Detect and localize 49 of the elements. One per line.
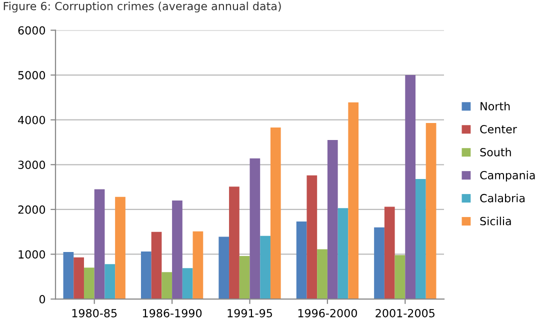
- y-tick-label: 0: [39, 295, 46, 304]
- bar: [374, 227, 384, 300]
- y-tick-label: 4000: [18, 116, 46, 124]
- bar: [338, 208, 348, 300]
- bar: [172, 200, 182, 300]
- x-tick-label: 2001-2005: [376, 308, 434, 318]
- bar: [104, 264, 116, 300]
- bar: [63, 252, 74, 300]
- bar: [140, 252, 152, 300]
- bar: [317, 249, 328, 300]
- legend-label: Campania: [480, 170, 535, 182]
- bar: [416, 178, 426, 300]
- y-tick-label: 6000: [18, 26, 46, 35]
- bar: [250, 158, 260, 300]
- x-tick-label: 1980-85: [72, 308, 117, 318]
- bar: [394, 255, 406, 300]
- bar: [296, 222, 307, 300]
- bar: [327, 140, 338, 300]
- legend-label: South: [480, 148, 511, 156]
- bar: [384, 206, 395, 300]
- bar: [74, 257, 84, 300]
- bar: [218, 236, 230, 300]
- bar: [162, 272, 172, 300]
- y-tick-label: 3000: [18, 160, 46, 170]
- bar: [94, 189, 105, 300]
- y-tick-label: 5000: [18, 71, 46, 80]
- bar: [192, 231, 204, 300]
- bar: [115, 196, 126, 300]
- bar: [84, 268, 94, 300]
- bar: [270, 127, 281, 300]
- x-tick-label: 1986-1990: [142, 308, 202, 318]
- bar: [405, 75, 416, 300]
- bar: [306, 175, 318, 300]
- legend-label: Calabria: [480, 194, 525, 202]
- bar: [239, 256, 250, 300]
- y-tick-label: 2000: [18, 205, 46, 214]
- bar: [260, 236, 270, 300]
- chart-title: Figure 6: Corruption crimes (average annual data): [4, 2, 281, 12]
- legend-label: Center: [480, 124, 517, 134]
- legend-label: North: [480, 102, 510, 110]
- bar: [182, 268, 193, 300]
- x-tick-label: 1996-2000: [298, 308, 357, 318]
- bar: [229, 186, 240, 300]
- bar: [426, 122, 436, 300]
- bar: [151, 232, 162, 300]
- legend-label: Sicilia: [480, 216, 511, 226]
- bar: [348, 102, 359, 300]
- y-tick-label: 1000: [18, 250, 46, 259]
- x-tick-label: 1991-95: [228, 308, 272, 318]
